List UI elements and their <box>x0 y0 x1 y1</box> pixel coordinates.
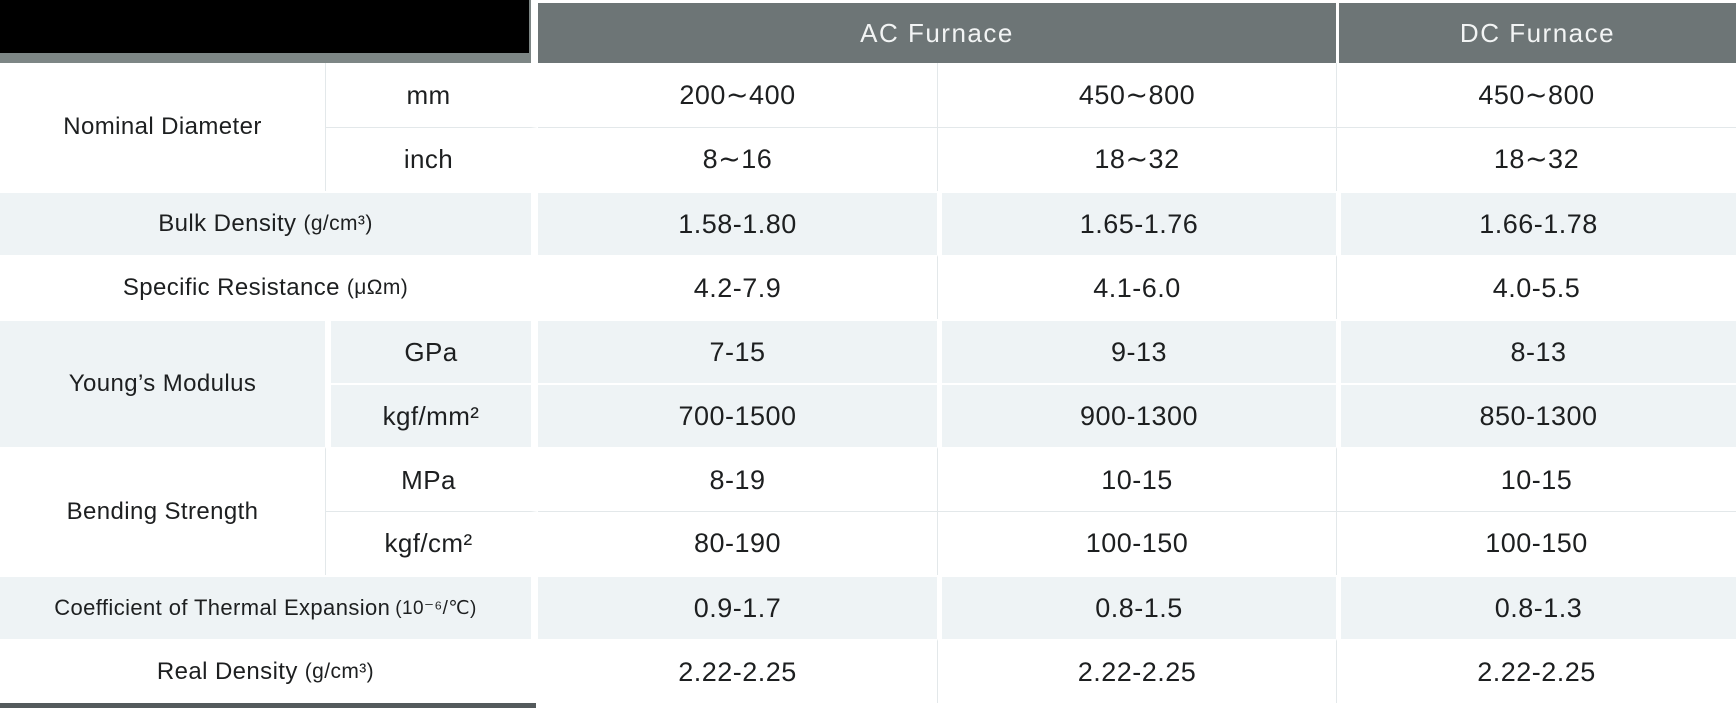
value-cell: 4.0-5.5 <box>1336 255 1736 319</box>
value-cell: 200∼400 <box>538 63 937 127</box>
row-label-youngs-modulus: Young’s Modulus <box>0 319 325 447</box>
value-cell: 8∼16 <box>538 127 937 191</box>
row-label-thermal-expansion: Coefficient of Thermal Expansion (10⁻⁶/℃) <box>0 575 538 639</box>
row-label-specific-resistance: Specific Resistance (μΩm) <box>0 255 538 319</box>
unit-mm: mm <box>325 63 538 127</box>
value-cell: 0.9-1.7 <box>538 575 937 639</box>
unit-kgf-mm2: kgf/mm² <box>325 383 538 447</box>
value-cell: 8-19 <box>538 447 937 511</box>
value-cell: 1.65-1.76 <box>937 191 1336 255</box>
row-label-nominal-diameter: Nominal Diameter <box>0 63 325 191</box>
value-cell: 1.66-1.78 <box>1336 191 1736 255</box>
value-cell: 100-150 <box>1336 511 1736 575</box>
value-cell: 7-15 <box>538 319 937 383</box>
value-cell: 4.2-7.9 <box>538 255 937 319</box>
value-cell: 18∼32 <box>937 127 1336 191</box>
value-cell: 850-1300 <box>1336 383 1736 447</box>
unit-gpa: GPa <box>325 319 538 383</box>
value-cell: 0.8-1.3 <box>1336 575 1736 639</box>
value-cell: 4.1-6.0 <box>937 255 1336 319</box>
value-cell: 8-13 <box>1336 319 1736 383</box>
value-cell: 450∼800 <box>937 63 1336 127</box>
value-cell: 0.8-1.5 <box>937 575 1336 639</box>
value-cell: 100-150 <box>937 511 1336 575</box>
header-dc-furnace: DC Furnace <box>1336 0 1736 63</box>
value-cell: 700-1500 <box>538 383 937 447</box>
unit-kgf-cm2: kgf/cm² <box>325 511 538 575</box>
value-cell: 10-15 <box>937 447 1336 511</box>
value-cell: 80-190 <box>538 511 937 575</box>
header-ac-furnace: AC Furnace <box>538 0 1336 63</box>
corner-cell <box>0 0 538 63</box>
unit-mpa: MPa <box>325 447 538 511</box>
unit-inch: inch <box>325 127 538 191</box>
value-cell: 9-13 <box>937 319 1336 383</box>
value-cell: 2.22-2.25 <box>937 639 1336 703</box>
value-cell: 18∼32 <box>1336 127 1736 191</box>
value-cell: 900-1300 <box>937 383 1336 447</box>
row-label-bulk-density: Bulk Density (g/cm³) <box>0 191 538 255</box>
value-cell: 450∼800 <box>1336 63 1736 127</box>
row-label-bending-strength: Bending Strength <box>0 447 325 575</box>
value-cell: 1.58-1.80 <box>538 191 937 255</box>
row-label-real-density: Real Density (g/cm³) <box>0 639 538 703</box>
value-cell: 2.22-2.25 <box>538 639 937 703</box>
value-cell: 2.22-2.25 <box>1336 639 1736 703</box>
bottom-accent-bar <box>0 703 536 708</box>
value-cell: 10-15 <box>1336 447 1736 511</box>
redacted-logo <box>0 0 529 53</box>
